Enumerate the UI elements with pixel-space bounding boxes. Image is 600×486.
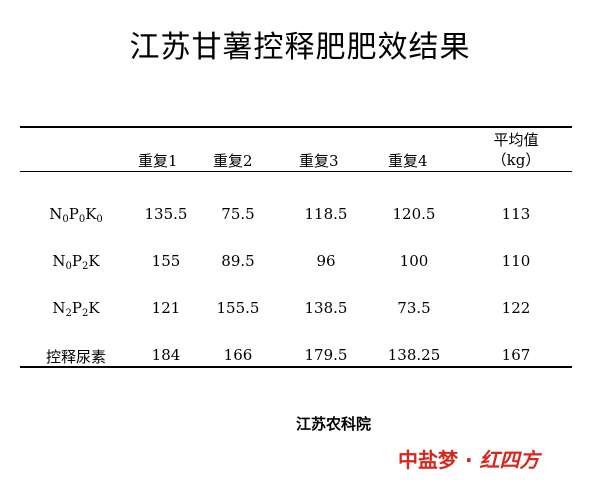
label-element: P — [71, 299, 82, 317]
table-cell-average: 122 — [501, 299, 531, 317]
table-cell-average: 110 — [501, 252, 531, 270]
table-cell-average: 167 — [501, 346, 531, 364]
row-label-controlled-release-urea: 控释尿素 — [45, 348, 106, 366]
table-cell: 184 — [151, 346, 181, 364]
label-subscript: 0 — [96, 214, 103, 225]
watermark-brush-text: 红四方 — [479, 448, 540, 472]
table-cell: 89.5 — [221, 252, 255, 270]
label-element: P — [68, 205, 79, 223]
label-subscript: 0 — [65, 261, 72, 272]
average-header-label: 平均值 — [493, 131, 539, 149]
column-header-rep3: 重复3 — [299, 152, 339, 170]
table-cell: 138.25 — [387, 346, 441, 364]
watermark-logo: 中盐梦 · 红四方 — [398, 444, 540, 473]
label-subscript: 2 — [82, 261, 89, 272]
source-label: 江苏农科院 — [296, 415, 372, 433]
row-label-n0p0k0: N0P0K0 — [26, 205, 126, 225]
label-element: N — [49, 205, 63, 223]
label-element: N — [52, 252, 66, 270]
table-cell: 121 — [151, 299, 181, 317]
table-cell: 73.5 — [397, 299, 431, 317]
table-cell: 118.5 — [304, 205, 348, 223]
label-subscript: 0 — [78, 214, 86, 225]
table-cell: 96 — [316, 252, 336, 270]
label-element: N — [52, 299, 66, 317]
watermark-prefix: 中盐梦 · — [398, 448, 480, 472]
table-cell: 75.5 — [221, 205, 255, 223]
column-header-average: 平均值 （kg） — [478, 130, 554, 170]
label-element: P — [71, 252, 82, 270]
label-element: K — [85, 205, 97, 223]
label-element: K — [88, 252, 100, 270]
table-cell: 100 — [399, 252, 429, 270]
label-subscript: 2 — [65, 308, 72, 319]
page-title: 江苏甘薯控释肥肥效结果 — [129, 30, 471, 65]
table-header-rule — [20, 171, 572, 172]
average-header-unit: （kg） — [491, 151, 541, 169]
table-cell: 179.5 — [304, 346, 348, 364]
row-label-n2p2k: N2P2K — [26, 299, 126, 319]
table-cell: 155.5 — [216, 299, 260, 317]
table-cell: 166 — [223, 346, 253, 364]
table-cell: 155 — [151, 252, 181, 270]
label-subscript: 2 — [82, 308, 89, 319]
table-cell: 120.5 — [392, 205, 436, 223]
table-cell: 138.5 — [304, 299, 348, 317]
column-header-rep2: 重复2 — [213, 152, 253, 170]
label-subscript: 0 — [62, 214, 69, 225]
table-cell-average: 113 — [501, 205, 531, 223]
row-label-n0p2k: N0P2K — [26, 252, 126, 272]
label-element: K — [88, 299, 100, 317]
table-top-rule — [20, 126, 572, 128]
table-bottom-rule — [20, 366, 572, 368]
table-cell: 135.5 — [144, 205, 188, 223]
column-header-rep4: 重复4 — [388, 152, 428, 170]
column-header-rep1: 重复1 — [138, 152, 178, 170]
